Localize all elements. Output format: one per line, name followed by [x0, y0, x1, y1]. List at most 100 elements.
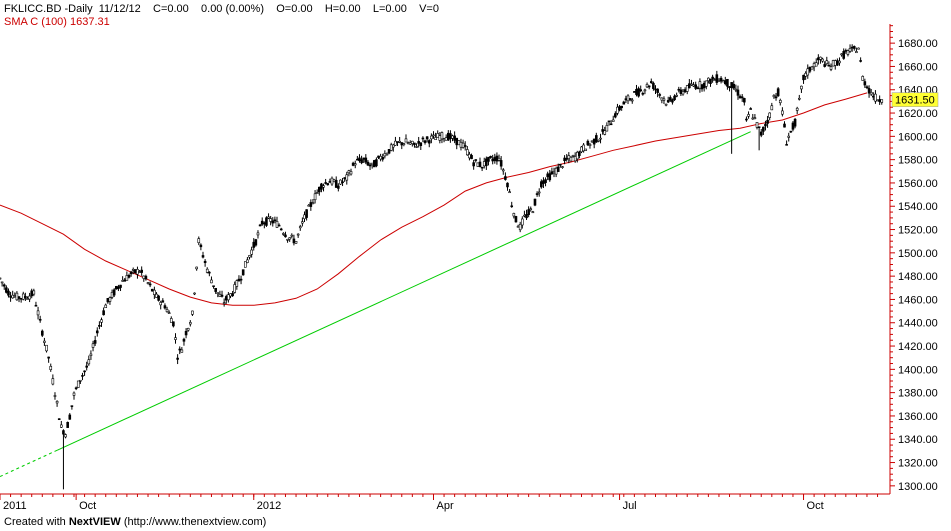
candle-down — [163, 305, 167, 309]
candle-down — [102, 310, 105, 316]
candle-down — [62, 430, 65, 435]
candle-up — [681, 91, 685, 95]
candle-up — [398, 140, 401, 143]
candle-down — [696, 87, 700, 90]
candle-down — [70, 405, 74, 407]
candle-down — [224, 296, 228, 301]
candle-down — [19, 298, 23, 300]
candle-down — [38, 318, 42, 321]
candle-down — [595, 135, 598, 143]
candle-down — [7, 290, 10, 296]
volume-value: V=0 — [419, 3, 439, 15]
candle-up — [250, 249, 253, 255]
candle-up — [582, 144, 585, 152]
candle-down — [112, 289, 116, 296]
candle-down — [273, 219, 277, 222]
candle-up — [32, 290, 36, 295]
axes-layer — [0, 24, 891, 495]
candle-up — [798, 97, 801, 100]
candle-down — [649, 81, 653, 84]
candle-down — [694, 84, 697, 89]
candle-up — [108, 297, 112, 302]
candle-up — [829, 66, 833, 70]
candle-down — [317, 186, 321, 193]
candle-down — [449, 133, 452, 139]
candle-up — [529, 208, 533, 211]
candle-up — [189, 322, 192, 325]
candle-down — [161, 300, 165, 303]
candle-down — [24, 295, 27, 299]
close-value: C=0.00 — [153, 3, 189, 15]
candle-down — [776, 88, 780, 97]
candle-up — [28, 295, 31, 300]
candle-down — [182, 338, 186, 342]
candle-up — [205, 268, 209, 273]
candle-up — [11, 294, 14, 299]
candle-up — [734, 88, 738, 91]
candle-down — [214, 287, 217, 292]
y-tick-label: 1540.00 — [898, 201, 938, 213]
candle-up — [444, 137, 448, 141]
candle-up — [869, 92, 873, 95]
candle-down — [757, 126, 761, 129]
candle-up — [861, 76, 865, 81]
quote-header: FKLICC.BD -Daily 11/12/12 C=0.00 0.00 (0… — [4, 3, 439, 15]
candle-up — [645, 84, 649, 88]
candle-down — [688, 83, 691, 89]
candle-up — [778, 99, 782, 104]
brand-name-b: VIEW — [92, 516, 121, 528]
candle-down — [470, 155, 473, 160]
candle-up — [880, 99, 884, 103]
candle-down — [740, 96, 744, 99]
candle-down — [759, 131, 763, 136]
candle-down — [203, 260, 207, 264]
candles-layer — [0, 44, 884, 490]
candle-up — [330, 177, 334, 185]
x-axis-ticks: 2011 Oct 2012 Apr Jul Oct — [0, 494, 879, 512]
candle-up — [379, 156, 382, 160]
candle-down — [586, 140, 590, 146]
y-tick-label: 1660.00 — [898, 61, 938, 73]
candle-up — [855, 51, 858, 54]
candle-down — [709, 78, 712, 84]
candle-up — [394, 140, 397, 146]
candle-down — [495, 155, 499, 162]
candle-up — [301, 221, 304, 224]
candle-up — [787, 135, 791, 138]
y-tick-label: 1520.00 — [898, 225, 938, 237]
candle-up — [353, 163, 357, 166]
candle-down — [57, 418, 61, 421]
candle-up — [616, 106, 619, 114]
high-value: H=0.00 — [324, 3, 361, 15]
candle-up — [193, 292, 196, 295]
candle-up — [461, 142, 465, 148]
candle-down — [446, 132, 450, 141]
candle-up — [125, 275, 129, 281]
candle-up — [155, 293, 158, 298]
candle-down — [609, 123, 613, 126]
candle-down — [669, 97, 672, 101]
footer-url[interactable]: (http://www.thenextview.com) — [120, 516, 267, 528]
candle-down — [614, 113, 617, 118]
candle-down — [863, 81, 867, 86]
candle-down — [184, 330, 188, 336]
candle-up — [810, 66, 814, 70]
candle-down — [766, 119, 769, 124]
candle-up — [227, 294, 230, 301]
candle-up — [753, 117, 757, 120]
candle-up — [497, 157, 501, 161]
candle-down — [548, 173, 552, 181]
candle-up — [131, 268, 135, 271]
candle-down — [453, 135, 456, 141]
candle-up — [349, 171, 353, 175]
change-value: 0.00 (0.00%) — [201, 3, 264, 15]
candle-down — [134, 269, 137, 274]
candle-up — [580, 146, 583, 153]
candle-up — [288, 237, 291, 240]
candle-up — [72, 392, 76, 396]
candle-down — [17, 296, 21, 299]
candle-up — [248, 255, 251, 258]
candle-up — [664, 103, 668, 106]
candle-down — [637, 88, 640, 97]
